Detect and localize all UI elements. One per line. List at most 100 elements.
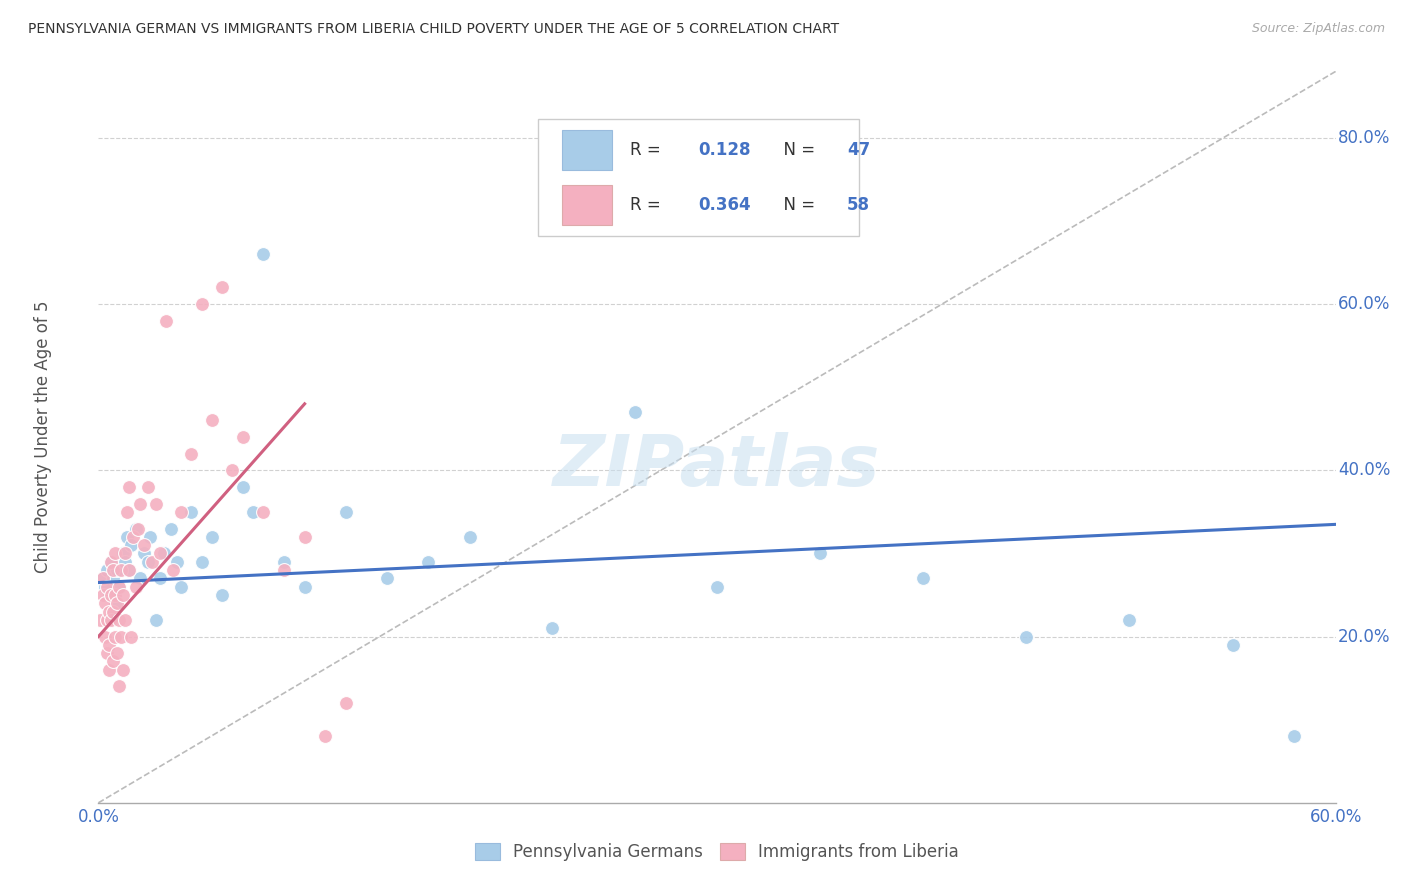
- Point: [114, 613, 136, 627]
- Point: [117, 530, 139, 544]
- Point: [120, 538, 142, 552]
- Text: N =: N =: [773, 196, 820, 214]
- Point: [114, 555, 136, 569]
- Point: [221, 463, 243, 477]
- Point: [375, 571, 398, 585]
- Point: [1222, 638, 1244, 652]
- Point: [101, 563, 124, 577]
- Point: [112, 588, 135, 602]
- Point: [124, 580, 146, 594]
- Text: 58: 58: [846, 196, 870, 214]
- Point: [706, 580, 728, 594]
- Point: [100, 613, 122, 627]
- Point: [122, 530, 145, 544]
- Point: [190, 555, 212, 569]
- Point: [211, 280, 233, 294]
- Point: [118, 563, 141, 577]
- Point: [91, 571, 114, 585]
- Text: PENNSYLVANIA GERMAN VS IMMIGRANTS FROM LIBERIA CHILD POVERTY UNDER THE AGE OF 5 : PENNSYLVANIA GERMAN VS IMMIGRANTS FROM L…: [28, 22, 839, 37]
- Point: [108, 613, 131, 627]
- Point: [145, 613, 167, 627]
- Point: [211, 588, 233, 602]
- Point: [273, 555, 295, 569]
- Point: [124, 521, 146, 535]
- Point: [105, 596, 128, 610]
- Point: [273, 563, 295, 577]
- Point: [132, 546, 155, 560]
- Text: R =: R =: [630, 196, 666, 214]
- Point: [242, 505, 264, 519]
- Point: [101, 605, 124, 619]
- Point: [458, 530, 481, 544]
- Point: [170, 580, 193, 594]
- Point: [104, 588, 127, 602]
- Point: [136, 555, 159, 569]
- Text: 0.364: 0.364: [699, 196, 751, 214]
- Point: [623, 405, 645, 419]
- Point: [96, 613, 118, 627]
- Text: Child Poverty Under the Age of 5: Child Poverty Under the Age of 5: [34, 301, 52, 574]
- Point: [149, 546, 172, 560]
- Text: R =: R =: [630, 141, 666, 160]
- Point: [114, 546, 136, 560]
- Text: N =: N =: [773, 141, 820, 160]
- Point: [541, 621, 564, 635]
- Point: [97, 638, 120, 652]
- FancyBboxPatch shape: [562, 130, 612, 170]
- Point: [101, 571, 124, 585]
- Point: [1015, 630, 1038, 644]
- Point: [808, 546, 831, 560]
- Point: [97, 588, 120, 602]
- Text: 0.128: 0.128: [699, 141, 751, 160]
- Point: [314, 729, 336, 743]
- Point: [93, 630, 115, 644]
- Point: [335, 505, 357, 519]
- Text: 80.0%: 80.0%: [1339, 128, 1391, 147]
- Point: [93, 596, 115, 610]
- Point: [117, 505, 139, 519]
- Point: [294, 530, 316, 544]
- Point: [89, 613, 111, 627]
- Text: 40.0%: 40.0%: [1339, 461, 1391, 479]
- Text: Source: ZipAtlas.com: Source: ZipAtlas.com: [1251, 22, 1385, 36]
- Point: [127, 521, 149, 535]
- Point: [91, 571, 114, 585]
- Point: [104, 596, 127, 610]
- Point: [170, 505, 193, 519]
- Point: [100, 555, 122, 569]
- Point: [180, 505, 202, 519]
- Point: [128, 497, 150, 511]
- Point: [110, 563, 132, 577]
- Point: [232, 430, 254, 444]
- Point: [96, 646, 118, 660]
- Point: [110, 630, 132, 644]
- Point: [252, 247, 274, 261]
- Point: [108, 680, 131, 694]
- Point: [145, 497, 167, 511]
- Point: [118, 480, 141, 494]
- Point: [97, 605, 120, 619]
- Point: [1118, 613, 1140, 627]
- Point: [166, 555, 188, 569]
- Text: 60.0%: 60.0%: [1339, 295, 1391, 313]
- Point: [100, 555, 122, 569]
- Point: [96, 563, 118, 577]
- Point: [96, 580, 118, 594]
- Point: [201, 530, 224, 544]
- FancyBboxPatch shape: [562, 185, 612, 225]
- Point: [104, 546, 127, 560]
- Point: [141, 555, 163, 569]
- Point: [912, 571, 935, 585]
- Point: [93, 580, 115, 594]
- Point: [105, 646, 128, 660]
- Point: [97, 663, 120, 677]
- Text: 47: 47: [846, 141, 870, 160]
- Point: [162, 563, 184, 577]
- Point: [294, 580, 316, 594]
- Point: [190, 297, 212, 311]
- Point: [232, 480, 254, 494]
- Point: [180, 447, 202, 461]
- Point: [108, 580, 131, 594]
- Point: [91, 588, 114, 602]
- FancyBboxPatch shape: [537, 119, 859, 235]
